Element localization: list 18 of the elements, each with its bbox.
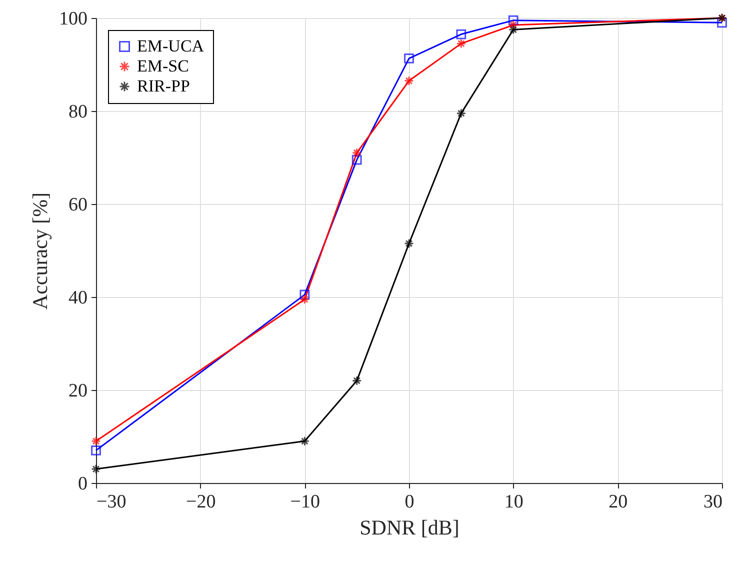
y-tick-label: 60 bbox=[68, 194, 88, 216]
legend-label: EM-SC bbox=[137, 56, 189, 76]
x-tick-label: −30 bbox=[96, 492, 126, 512]
y-tick-label: 80 bbox=[68, 102, 88, 122]
legend-label: EM-UCA bbox=[137, 36, 205, 56]
x-tick-label: −20 bbox=[186, 492, 216, 512]
x-tick-label: 0 bbox=[404, 492, 414, 512]
x-tick-label: −10 bbox=[290, 492, 320, 512]
y-tick-label: 40 bbox=[68, 288, 88, 308]
legend-label: RIR-PP bbox=[137, 76, 190, 96]
x-tick-label: 20 bbox=[608, 492, 628, 512]
y-tick-label: 20 bbox=[68, 380, 88, 402]
y-axis-title: Accuracy [%] bbox=[28, 192, 52, 310]
x-axis-title: SDNR [dB] bbox=[360, 516, 460, 540]
x-tick-label: 10 bbox=[504, 492, 524, 512]
x-tick-label: 30 bbox=[704, 492, 722, 512]
y-tick-label: 100 bbox=[59, 8, 88, 30]
y-tick-label: 0 bbox=[78, 474, 88, 494]
